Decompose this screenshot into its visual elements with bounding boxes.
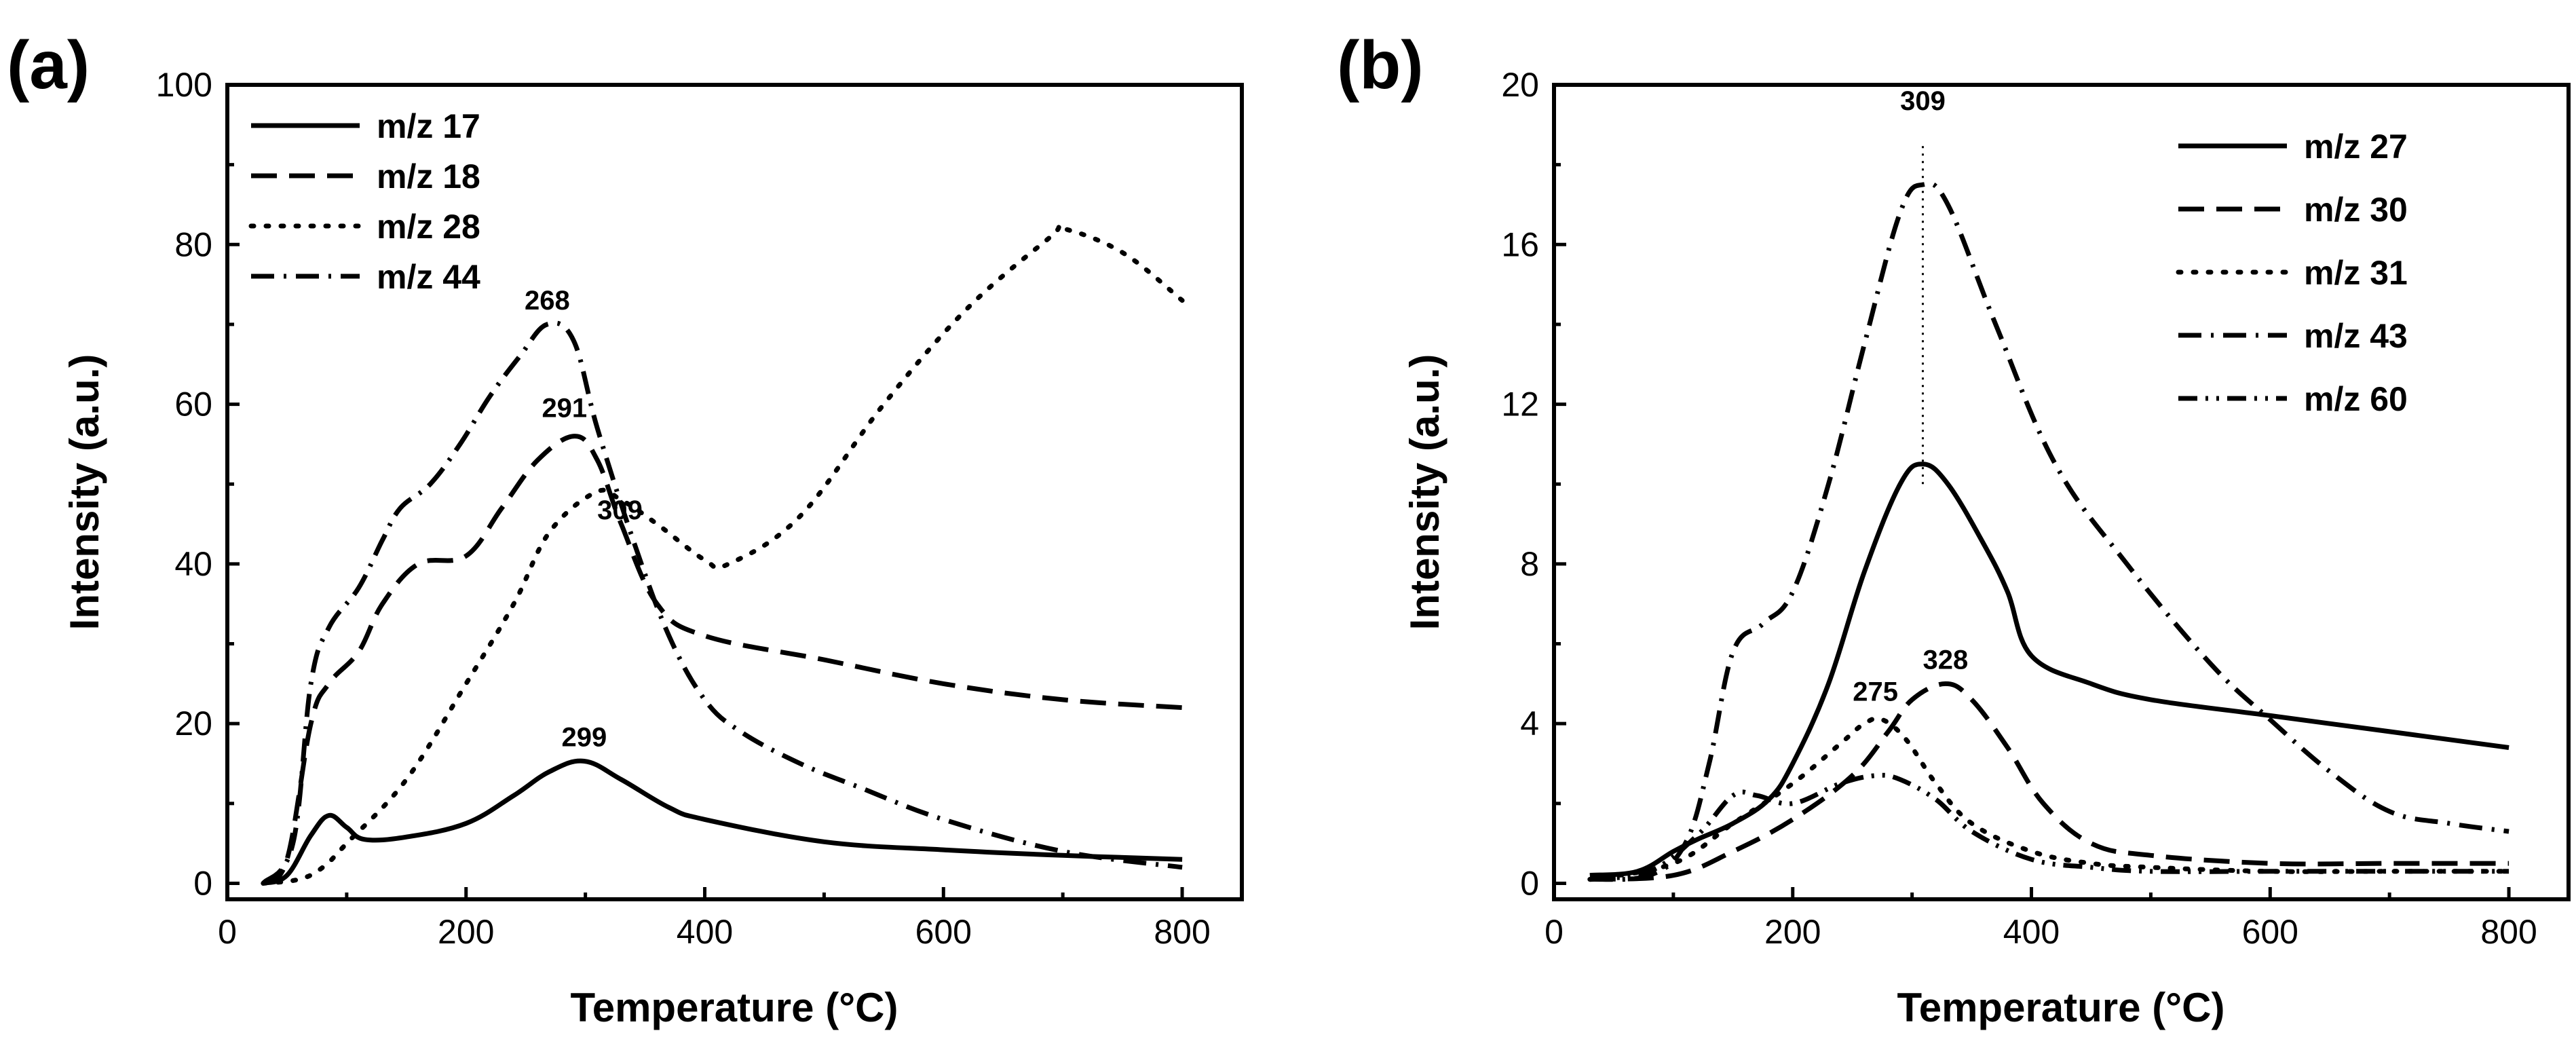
- legend-label: m/z 27: [2304, 128, 2408, 166]
- legend-label: m/z 28: [377, 208, 480, 246]
- series-line-m-z-28: [261, 223, 1185, 886]
- x-tick-label: 200: [438, 913, 494, 951]
- y-tick-label: 4: [1520, 705, 1539, 743]
- legend-label: m/z 31: [2304, 254, 2408, 292]
- y-tick-label: 40: [174, 545, 212, 583]
- y-tick-label: 100: [156, 66, 212, 104]
- x-tick-label: 0: [218, 913, 237, 951]
- y-tick-label: 12: [1501, 386, 1539, 424]
- x-tick-label: 200: [1764, 913, 1821, 951]
- y-tick-label: 0: [193, 864, 212, 902]
- panel-label-b: (b): [1337, 27, 1424, 103]
- annotation-label: 291: [542, 394, 587, 424]
- plot-frame-b: [1552, 83, 2571, 901]
- series-line-m-z-30: [1589, 681, 2509, 882]
- x-tick-label: 400: [2003, 913, 2060, 951]
- legend-label: m/z 44: [377, 258, 480, 296]
- series-line-m-z-60: [1589, 772, 2509, 882]
- x-tick-label: 800: [1154, 913, 1210, 951]
- legend-b: m/z 27 m/z 30 m/z 31 m/z 43 m/z 60: [2176, 128, 2408, 418]
- annotation-label: 275: [1853, 677, 1898, 707]
- series-line-m-z-27: [1589, 462, 2509, 878]
- y-tick-label: 20: [1501, 66, 1539, 104]
- y-tick-label: 60: [174, 386, 212, 424]
- y-tick-label: 16: [1501, 225, 1539, 263]
- legend-label: m/z 17: [377, 107, 480, 145]
- series-group-b: [1587, 145, 2512, 882]
- annotation-label: 299: [562, 722, 607, 752]
- y-axis-label-b: Intensity (a.u.): [1402, 354, 1447, 631]
- annotation-label: 328: [1923, 645, 1969, 675]
- y-tick-label: 80: [174, 225, 212, 263]
- panel-label-a: (a): [7, 27, 90, 103]
- series-group-a: [261, 223, 1185, 886]
- legend-a: m/z 17 m/z 18 m/z 28 m/z 44: [248, 107, 480, 296]
- annotation-label: 268: [525, 286, 570, 316]
- x-axis-label-b: Temperature (°C): [1897, 985, 2225, 1030]
- series-line-m-z-31: [1587, 716, 2512, 882]
- legend-label: m/z 30: [2304, 191, 2408, 229]
- legend-label: m/z 43: [2304, 317, 2408, 355]
- legend-label: m/z 60: [2304, 380, 2408, 418]
- legend-label: m/z 18: [377, 157, 480, 195]
- chart-b: (b) 0 200 400 600 800 0 4 8 12 16 20 309 275 328 m/z…: [1337, 27, 2571, 1030]
- x-tick-label: 800: [2480, 913, 2537, 951]
- series-line-m-z-43: [1589, 181, 2509, 882]
- y-tick-label: 20: [174, 705, 212, 743]
- series-line-m-z-17: [262, 758, 1183, 886]
- annotation-label: 309: [597, 495, 643, 525]
- y-axis-label-a: Intensity (a.u.): [62, 354, 107, 631]
- x-tick-label: 0: [1545, 913, 1564, 951]
- ticks-b: 0 200 400 600 800 0 4 8 12 16 20: [1501, 66, 2537, 951]
- annotations-b: 309 275 328: [1853, 86, 1968, 707]
- plot-frame-a: [225, 83, 1244, 901]
- y-tick-label: 8: [1520, 545, 1539, 583]
- series-line-m-z-18: [261, 434, 1183, 886]
- x-tick-label: 600: [915, 913, 972, 951]
- x-tick-label: 400: [677, 913, 733, 951]
- ticks-a: 0 200 400 600 800 0 20 40 60 80 100: [156, 66, 1211, 951]
- annotation-label: 309: [1900, 86, 1946, 116]
- x-axis-label-a: Temperature (°C): [571, 985, 898, 1030]
- x-tick-label: 600: [2242, 913, 2298, 951]
- y-tick-label: 0: [1520, 864, 1539, 902]
- annotations-a: 268 291 309 299: [525, 286, 643, 753]
- series-line-m-z-44: [261, 320, 1183, 885]
